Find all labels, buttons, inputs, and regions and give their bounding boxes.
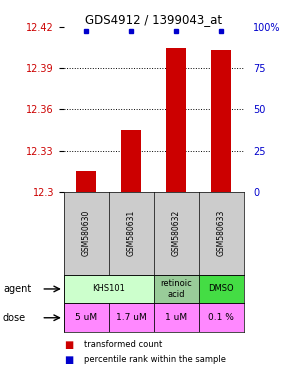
Text: ■: ■ [64, 354, 73, 364]
Bar [211, 50, 231, 192]
Bar [109, 303, 154, 332]
Bar [166, 48, 186, 192]
Bar [154, 275, 199, 303]
Text: GSM580631: GSM580631 [127, 210, 136, 257]
Bar [121, 130, 141, 192]
Text: 5 uM: 5 uM [75, 313, 97, 322]
Bar [199, 303, 244, 332]
Bar [154, 303, 199, 332]
Text: GSM580630: GSM580630 [82, 210, 91, 257]
Text: percentile rank within the sample: percentile rank within the sample [84, 355, 226, 364]
Text: 1.7 uM: 1.7 uM [116, 313, 147, 322]
Bar [199, 275, 244, 303]
Bar [64, 275, 154, 303]
Text: transformed count: transformed count [84, 341, 162, 349]
Text: dose: dose [3, 313, 26, 323]
Text: KHS101: KHS101 [92, 285, 125, 293]
Text: retinoic
acid: retinoic acid [160, 279, 192, 299]
Text: 0.1 %: 0.1 % [208, 313, 234, 322]
Bar [64, 303, 109, 332]
Text: GSM580632: GSM580632 [172, 210, 181, 257]
Title: GDS4912 / 1399043_at: GDS4912 / 1399043_at [85, 13, 222, 26]
Text: agent: agent [3, 284, 31, 294]
Text: DMSO: DMSO [208, 285, 234, 293]
Text: 1 uM: 1 uM [165, 313, 187, 322]
Text: ■: ■ [64, 340, 73, 350]
Text: GSM580633: GSM580633 [217, 210, 226, 257]
Bar [76, 171, 96, 192]
